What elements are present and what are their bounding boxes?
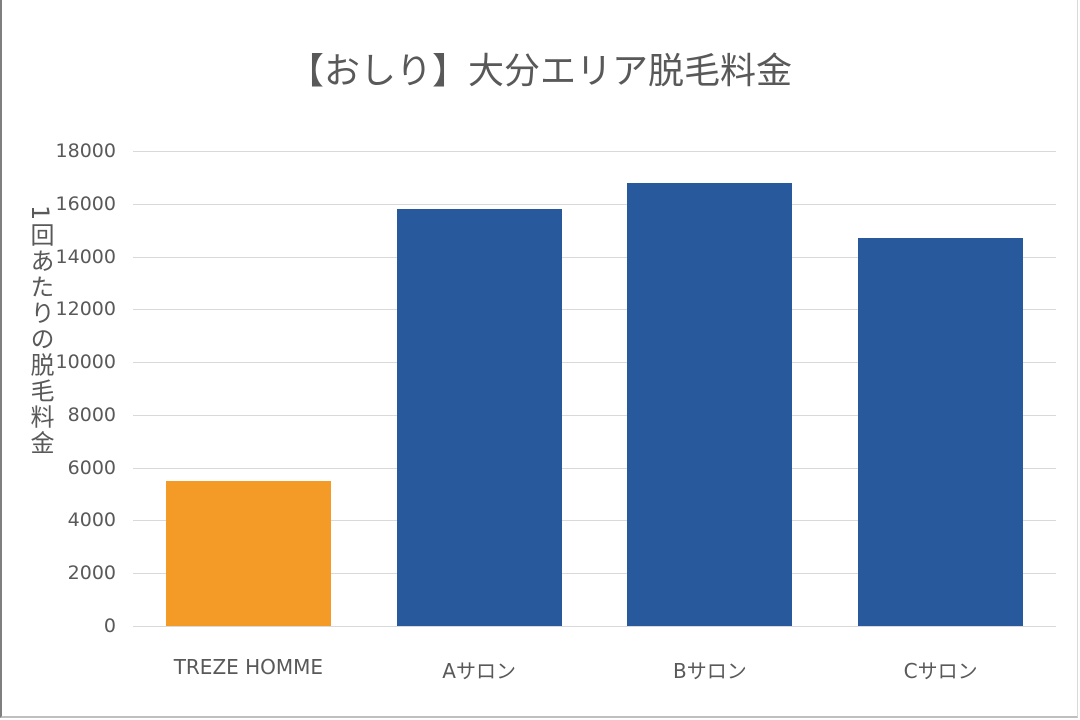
gridline bbox=[133, 309, 1056, 311]
y-tick-label: 2000 bbox=[67, 562, 116, 585]
x-tick-label: Bサロン bbox=[673, 659, 747, 683]
y-tick-label: 4000 bbox=[67, 509, 116, 532]
gridline bbox=[133, 467, 1056, 469]
gridline bbox=[133, 520, 1056, 522]
x-tick-label: TREZE HOMME bbox=[173, 655, 324, 679]
bar-aサロン bbox=[396, 209, 562, 626]
bar-cサロン bbox=[858, 238, 1024, 626]
y-tick-label: 18000 bbox=[55, 140, 116, 162]
plot-area bbox=[133, 151, 1056, 627]
gridline bbox=[133, 626, 1056, 627]
x-tick-label: Aサロン bbox=[442, 659, 516, 683]
y-tick-label: 16000 bbox=[55, 192, 116, 215]
gridline bbox=[133, 256, 1056, 258]
y-tick-label: 14000 bbox=[55, 245, 116, 268]
chart-title: 【おしり】大分エリア脱毛料金 bbox=[287, 51, 792, 92]
bar-bサロン bbox=[627, 182, 793, 626]
y-axis-label: 1回あたりの脱毛料金 bbox=[26, 205, 54, 457]
y-tick-label: 8000 bbox=[67, 403, 116, 426]
gridline bbox=[133, 151, 1056, 152]
y-tick-label: 10000 bbox=[55, 351, 116, 374]
x-tick-label: Cサロン bbox=[903, 659, 978, 683]
gridline bbox=[133, 203, 1056, 205]
y-tick-label: 0 bbox=[103, 615, 116, 637]
y-tick-label: 12000 bbox=[55, 298, 116, 321]
gridline bbox=[133, 414, 1056, 416]
gridline bbox=[133, 573, 1056, 575]
y-tick-label: 6000 bbox=[67, 456, 116, 479]
gridline bbox=[133, 362, 1056, 364]
bar-treze-homme bbox=[165, 480, 331, 626]
